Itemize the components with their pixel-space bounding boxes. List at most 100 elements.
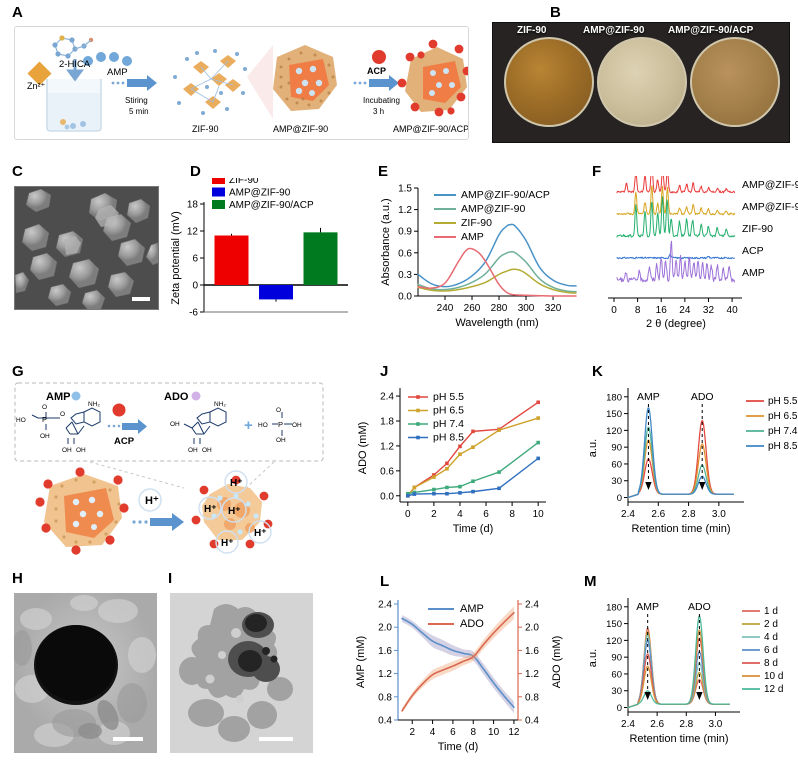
e-curve-1 [417, 251, 577, 293]
svgK-ytick-4: 120 [606, 426, 622, 437]
amp-label: AMP [46, 391, 70, 403]
j-ytick-0: 0.0 [380, 491, 394, 502]
amp-dot-icon [71, 391, 81, 401]
svgM-xtick-3: 3.0 [708, 719, 722, 730]
l-xtick-1: 4 [430, 727, 436, 738]
panel-f-chart: AMP@ZIF-90/ACP AMP@ZIF-90 ZIF-90 ACP AMP 0 8 16… [590, 176, 798, 334]
svgM-ann-arrow-0 [644, 692, 651, 700]
f-trace-label-3: ACP [742, 245, 764, 257]
j-marker-1-3 [445, 466, 449, 471]
l-ylabel: AMP (mM) [355, 636, 367, 688]
svgM-legend-label-3: 6 d [764, 645, 778, 656]
svgM-legend-label-2: 4 d [764, 632, 778, 643]
phos-o: O [276, 407, 281, 414]
hica-atoms [52, 35, 94, 59]
label-acp: ACP [367, 66, 386, 76]
e-xtick-4: 320 [545, 303, 562, 314]
svgK-ytick-3: 90 [611, 443, 622, 454]
e-ytick-4: 1.2 [398, 205, 412, 216]
svgM-ann-label-1: ADO [688, 601, 711, 613]
e-ytick-3: 0.9 [398, 227, 412, 238]
svgK-curve-3 [627, 407, 735, 499]
f-xlabel: 2 θ (degree) [646, 318, 706, 330]
j-marker-3-3 [445, 491, 449, 496]
f-xtick-4: 32 [703, 305, 715, 316]
panel-label-d: D [190, 163, 201, 180]
j-ytick-4: 2.4 [380, 392, 394, 403]
product-zif90: ZIF-90 [192, 124, 219, 134]
j-marker-0-2 [432, 473, 436, 477]
j-marker-2-6 [497, 470, 501, 474]
panel-label-h: H [12, 570, 23, 587]
j-marker-0-3 [445, 461, 449, 466]
panel-label-a: A [12, 4, 23, 21]
j-marker-1-5 [471, 445, 475, 449]
l-ytick-l-0: 0.4 [378, 716, 392, 727]
svgM-ytick-3: 90 [611, 653, 622, 664]
petri-dish-3 [690, 37, 780, 127]
ado-oh-left: OH [170, 421, 180, 428]
l-ytick-r-4: 2.0 [525, 623, 539, 634]
panel-a-schematic: Zn²⁺ 2-HICA AMP Stiring 5 min ACP Incuba… [14, 26, 469, 140]
e-ytick-1: 0.3 [398, 270, 412, 281]
svgK-ann-label-1: ADO [691, 391, 714, 403]
amp-ho-label: HO [16, 417, 26, 424]
e-xlabel: Wavelength (nm) [455, 317, 538, 329]
d-legend-swatch-2 [212, 200, 225, 209]
amp-spheres-icon [83, 52, 132, 66]
zinc-icon [27, 61, 52, 86]
svgK-ylabel: a.u. [587, 439, 599, 457]
svgK-ytick-5: 150 [606, 409, 622, 420]
scale-bar-c [132, 297, 150, 301]
f-trace-4 [616, 240, 736, 283]
panel-k-chart: 0 30 60 90 120 150 180 2.4 2.6 2.8 3.0 AMP ADO pH 5.5… [584, 376, 798, 548]
d-bar-1 [259, 285, 293, 300]
e-legend-label-1: AMP@ZIF-90 [461, 203, 525, 215]
amp-oh-bottom: OH [40, 433, 50, 440]
l-xtick-2: 6 [450, 727, 456, 738]
amp-zif90-particle-icon [273, 45, 337, 111]
e-xtick-1: 260 [464, 303, 481, 314]
dish-label-3: AMP@ZIF-90/ACP [668, 25, 754, 36]
step-1-line2: 5 min [129, 107, 149, 116]
svgM-legend-label-4: 8 d [764, 658, 778, 669]
svgK-ann-label-0: AMP [637, 391, 660, 403]
d-ytick-0: -6 [189, 308, 198, 319]
label-zn: Zn²⁺ [27, 81, 46, 91]
j-marker-2-5 [471, 479, 475, 484]
j-xtick-2: 4 [457, 509, 463, 520]
e-xtick-3: 300 [518, 303, 535, 314]
beaker-icon [46, 79, 102, 132]
j-ytick-2: 1.2 [380, 441, 394, 452]
panel-c-sem-image [14, 186, 159, 310]
connector-right [245, 461, 275, 489]
svgK-ytick-1: 30 [611, 476, 622, 487]
pour-arrow-icon [66, 59, 84, 82]
panel-label-c: C [12, 163, 23, 180]
ado-structure-icon [183, 407, 227, 444]
svgM-ann-arrow-1 [696, 692, 703, 700]
l-ytick-r-3: 1.6 [525, 646, 539, 657]
panel-i-tem-image [170, 593, 313, 753]
amp-oh2: OH [76, 447, 86, 454]
d-ytick-2: 6 [192, 254, 198, 265]
d-bar-2 [303, 232, 338, 285]
plus-sign: + [244, 417, 253, 434]
f-xtick-2: 16 [656, 305, 668, 316]
svgM-ylabel: a.u. [587, 649, 599, 667]
phos-oh-bottom: OH [276, 437, 286, 444]
e-xtick-2: 280 [491, 303, 508, 314]
proton-circle-1 [138, 488, 162, 512]
zoom-cone [247, 45, 273, 119]
amp-o-link: O [60, 411, 65, 418]
d-legend-label-1: AMP@ZIF-90 [229, 188, 291, 199]
svgM-legend-label-1: 2 d [764, 619, 778, 630]
l-line-0 [401, 617, 515, 709]
panel-label-k: K [592, 363, 603, 380]
petri-dish-1 [504, 37, 594, 127]
svgM-ytick-1: 30 [611, 686, 622, 697]
f-trace-label-0: AMP@ZIF-90/ACP [742, 179, 798, 191]
ado-oh2: OH [202, 447, 212, 454]
proton-label-5: H⁺ [254, 528, 267, 539]
d-ytick-1: 0 [192, 281, 198, 292]
